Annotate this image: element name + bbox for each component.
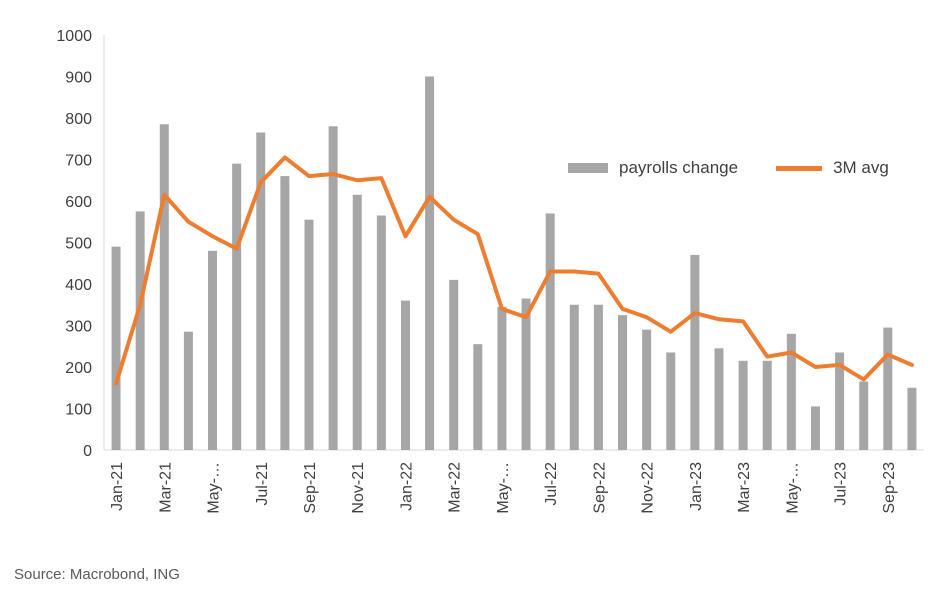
payrolls-bar bbox=[232, 163, 242, 450]
payrolls-bar bbox=[159, 124, 169, 450]
x-tick-label: Jan-21 bbox=[109, 462, 126, 511]
x-tick-label: Jul-21 bbox=[254, 462, 271, 506]
x-tick-label: Jul-22 bbox=[543, 462, 560, 506]
payrolls-bar bbox=[473, 344, 483, 450]
y-tick-label: 700 bbox=[65, 153, 92, 170]
x-tick-label: May-… bbox=[784, 462, 801, 514]
x-tick-label: Mar-21 bbox=[157, 462, 174, 513]
payrolls-bar bbox=[618, 315, 628, 450]
payrolls-bar bbox=[738, 360, 748, 450]
x-tick-label: Mar-23 bbox=[736, 462, 753, 513]
legend-label-3m-avg: 3M avg bbox=[833, 158, 889, 177]
payrolls-bar bbox=[690, 254, 700, 450]
x-tick-label: Nov-22 bbox=[640, 462, 657, 514]
y-tick-label: 600 bbox=[65, 194, 92, 211]
x-tick-label: Jul-23 bbox=[833, 462, 850, 506]
payrolls-bar bbox=[786, 333, 796, 450]
y-tick-label: 300 bbox=[65, 319, 92, 336]
three-month-avg-line bbox=[114, 155, 914, 386]
legend-item-payrolls-change: payrolls change bbox=[568, 158, 738, 178]
payrolls-bar bbox=[762, 360, 772, 450]
source-text: Source: Macrobond, ING bbox=[14, 566, 180, 583]
y-tick-label: 200 bbox=[65, 360, 92, 377]
payrolls-bar bbox=[183, 331, 193, 450]
payrolls-bar bbox=[666, 352, 676, 450]
x-tick-label: Jan-22 bbox=[398, 462, 415, 511]
line-series-swatch bbox=[776, 165, 823, 171]
payrolls-bar bbox=[593, 304, 603, 450]
payrolls-bar bbox=[280, 176, 290, 450]
x-tick-label: Nov-21 bbox=[350, 462, 367, 514]
y-tick-label: 1000 bbox=[56, 28, 92, 45]
legend-item-3m-avg: 3M avg bbox=[776, 158, 889, 178]
y-tick-label: 900 bbox=[65, 70, 92, 87]
payrolls-bar bbox=[883, 327, 893, 450]
payrolls-bar bbox=[352, 194, 362, 450]
payrolls-bar bbox=[714, 348, 724, 450]
y-axis-labels: 0 100 200 300 400 500 600 700 800 900 1000 bbox=[56, 28, 92, 460]
payrolls-bar bbox=[907, 387, 917, 450]
x-tick-label: Sep-23 bbox=[881, 462, 898, 514]
payrolls-bar bbox=[449, 279, 459, 450]
payrolls-bar bbox=[642, 329, 652, 450]
payrolls-bar bbox=[521, 298, 531, 450]
bar-series-swatch bbox=[568, 163, 608, 173]
payrolls-bar bbox=[256, 132, 266, 450]
payrolls-bar bbox=[497, 306, 507, 450]
y-tick-label: 0 bbox=[83, 443, 92, 460]
payrolls-bar bbox=[304, 219, 314, 450]
x-tick-label: Sep-22 bbox=[591, 462, 608, 514]
y-tick-label: 400 bbox=[65, 277, 92, 294]
payrolls-bar bbox=[135, 211, 145, 450]
chart-legend: payrolls change 3M avg bbox=[568, 158, 889, 178]
payrolls-bar bbox=[835, 352, 845, 450]
y-tick-label: 800 bbox=[65, 111, 92, 128]
x-axis-labels: Jan-21 Mar-21 May-… Jul-21 Sep-21 Nov-21 Jan-2… bbox=[109, 462, 898, 514]
y-tick-label: 100 bbox=[65, 402, 92, 419]
payrolls-bar bbox=[545, 213, 555, 450]
bars-group bbox=[111, 76, 917, 451]
chart-canvas: 0 100 200 300 400 500 600 700 800 900 1000 Jan-21 Ma… bbox=[56, 28, 924, 514]
payrolls-bar bbox=[859, 381, 869, 450]
payrolls-bar bbox=[328, 126, 338, 451]
payrolls-bar bbox=[208, 250, 218, 450]
payrolls-bar bbox=[111, 246, 121, 450]
payrolls-bar bbox=[810, 406, 820, 450]
payrolls-bar bbox=[376, 215, 386, 450]
payrolls-bar bbox=[569, 304, 579, 450]
legend-label-payrolls-change: payrolls change bbox=[619, 158, 739, 177]
y-tick-label: 500 bbox=[65, 236, 92, 253]
x-tick-label: Mar-22 bbox=[447, 462, 464, 513]
x-tick-label: May-… bbox=[206, 462, 223, 514]
x-tick-label: Sep-21 bbox=[302, 462, 319, 514]
payrolls-bar bbox=[400, 300, 410, 450]
payrolls-bar bbox=[425, 76, 435, 450]
x-tick-label: Jan-23 bbox=[688, 462, 705, 511]
x-tick-label: May-… bbox=[495, 462, 512, 514]
